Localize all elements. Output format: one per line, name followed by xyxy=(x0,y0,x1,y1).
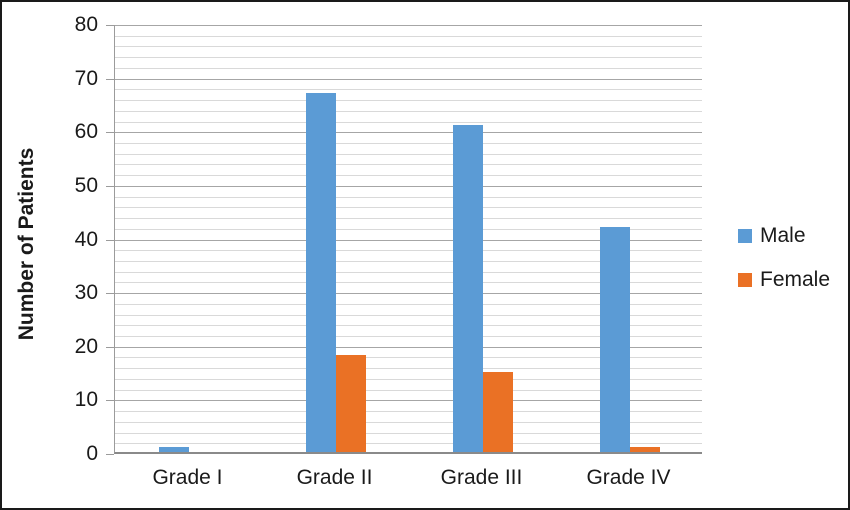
y-axis-tick xyxy=(106,293,114,295)
minor-gridline xyxy=(115,121,702,123)
minor-gridline xyxy=(115,325,702,327)
major-gridline xyxy=(115,25,702,26)
y-tick-label: 60 xyxy=(74,120,98,144)
bar-male-grade-iii xyxy=(452,124,483,452)
minor-gridline xyxy=(115,389,702,391)
y-tick-label: 20 xyxy=(74,334,98,358)
bar-male-grade-i xyxy=(158,446,189,452)
minor-gridline xyxy=(115,175,702,177)
minor-gridline xyxy=(115,228,702,230)
minor-gridline xyxy=(115,89,702,91)
legend-item-female: Female xyxy=(738,267,830,293)
bar-male-grade-ii xyxy=(305,92,336,452)
x-category-label: Grade I xyxy=(152,466,223,489)
minor-gridline xyxy=(115,421,702,423)
minor-gridline xyxy=(115,443,702,445)
minor-gridline xyxy=(115,218,702,220)
x-category-label: Grade IV xyxy=(586,466,671,489)
bar-male-grade-iv xyxy=(599,226,630,452)
minor-gridline xyxy=(115,282,702,284)
major-gridline xyxy=(115,400,702,402)
y-tick-label: 30 xyxy=(74,281,98,305)
minor-gridline xyxy=(115,35,702,37)
plot-area xyxy=(114,25,702,454)
major-gridline xyxy=(115,346,702,348)
x-category-label: Grade III xyxy=(440,466,523,489)
minor-gridline xyxy=(115,250,702,252)
minor-gridline xyxy=(115,357,702,359)
y-axis-title: Number of Patients xyxy=(15,147,38,341)
legend-label: Female xyxy=(760,268,831,291)
minor-gridline xyxy=(115,411,702,413)
minor-gridline xyxy=(115,303,702,305)
minor-gridline xyxy=(115,164,702,166)
y-axis-tick xyxy=(106,346,114,348)
minor-gridline xyxy=(115,142,702,144)
y-tick-label: 40 xyxy=(74,227,98,251)
legend-swatch-icon xyxy=(738,229,752,243)
y-axis-tick xyxy=(106,132,114,134)
y-axis-tick xyxy=(106,239,114,241)
minor-gridline xyxy=(115,207,702,209)
major-gridline xyxy=(115,78,702,80)
minor-gridline xyxy=(115,196,702,198)
minor-gridline xyxy=(115,271,702,273)
major-gridline xyxy=(115,239,702,241)
major-gridline xyxy=(115,293,702,295)
minor-gridline xyxy=(115,378,702,380)
minor-gridline xyxy=(115,57,702,59)
minor-gridline xyxy=(115,110,702,112)
y-tick-label: 0 xyxy=(86,442,98,465)
y-axis-tick xyxy=(106,454,114,455)
x-category-label: Grade II xyxy=(296,466,373,489)
legend-item-male: Male xyxy=(738,223,830,249)
y-tick-label: 50 xyxy=(74,173,98,197)
legend: Male Female xyxy=(738,223,830,311)
y-axis-tick xyxy=(106,185,114,187)
minor-gridline xyxy=(115,432,702,434)
bar-female-grade-iii xyxy=(482,371,513,452)
y-tick-label: 70 xyxy=(74,66,98,90)
minor-gridline xyxy=(115,46,702,48)
y-axis-tick xyxy=(106,25,114,26)
minor-gridline xyxy=(115,100,702,102)
bar-female-grade-ii xyxy=(335,355,366,452)
legend-label: Male xyxy=(760,224,806,247)
y-tick-label: 80 xyxy=(74,13,98,36)
minor-gridline xyxy=(115,336,702,338)
y-tick-label: 10 xyxy=(74,388,98,412)
major-gridline xyxy=(115,132,702,134)
minor-gridline xyxy=(115,153,702,155)
minor-gridline xyxy=(115,314,702,316)
y-axis-tick xyxy=(106,400,114,402)
minor-gridline xyxy=(115,368,702,370)
bar-female-grade-iv xyxy=(629,446,660,452)
legend-swatch-icon xyxy=(738,273,752,287)
minor-gridline xyxy=(115,67,702,69)
minor-gridline xyxy=(115,260,702,262)
major-gridline xyxy=(115,185,702,187)
y-axis-tick xyxy=(106,78,114,80)
